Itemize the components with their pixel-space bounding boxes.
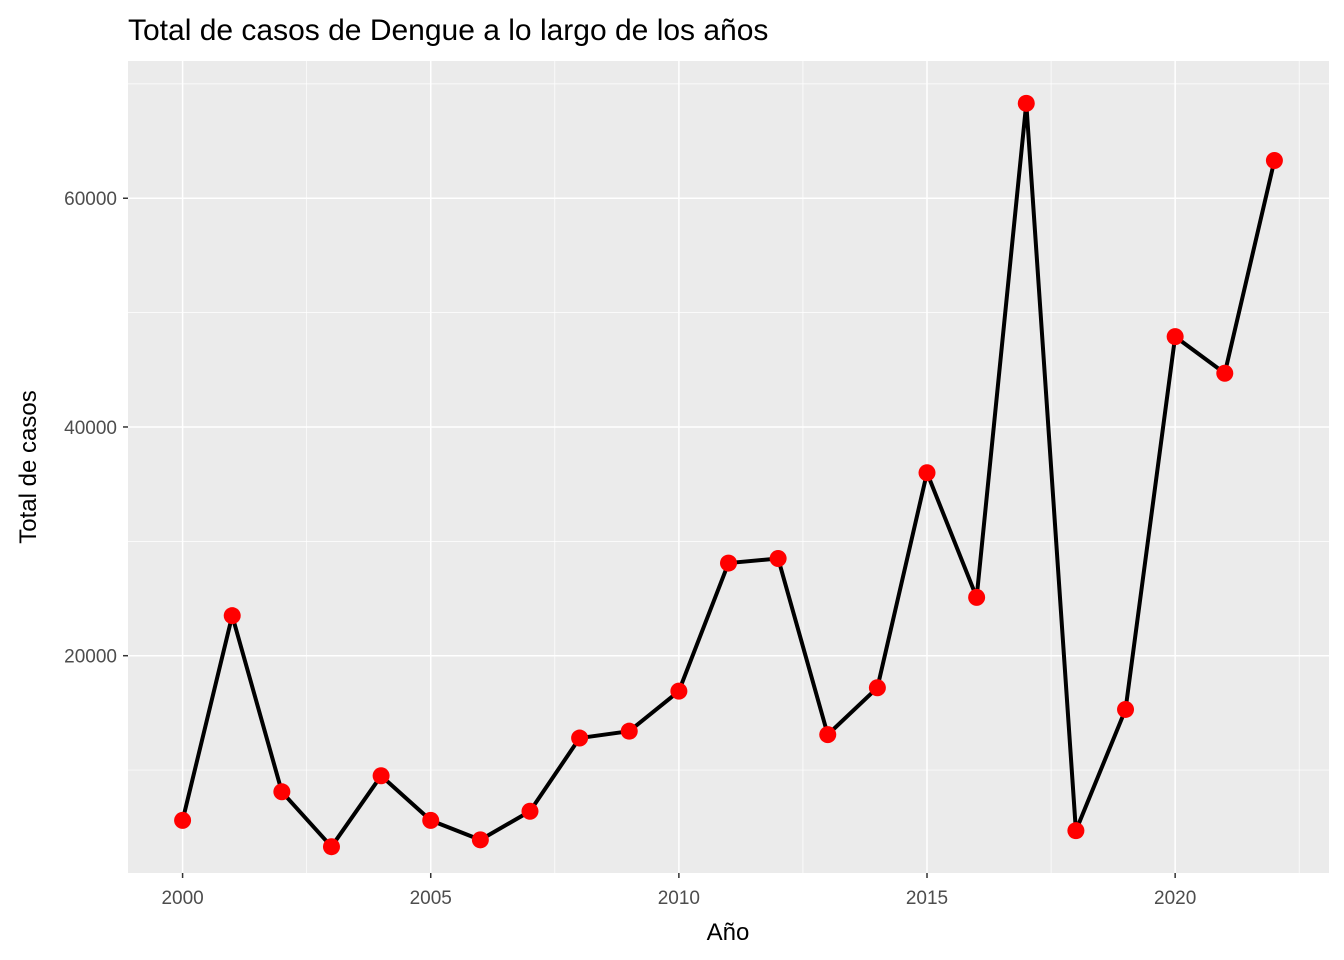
data-point [918, 464, 936, 482]
y-tick-label: 20000 [64, 647, 117, 668]
data-point [1216, 364, 1234, 382]
y-tick-label: 60000 [64, 189, 117, 210]
data-point [1265, 151, 1283, 169]
data-point [372, 767, 390, 785]
plot-panel [128, 61, 1329, 873]
data-point [571, 729, 589, 747]
data-point [273, 783, 291, 801]
data-point [174, 811, 192, 829]
data-point [471, 831, 489, 849]
data-point [670, 682, 688, 700]
data-point [422, 811, 440, 829]
x-tick-label: 2010 [658, 888, 700, 909]
data-point [521, 802, 539, 820]
data-point [1067, 822, 1085, 840]
data-point [968, 588, 986, 606]
data-point [1117, 700, 1135, 718]
y-axis-title: Total de casos [15, 390, 42, 543]
data-point [720, 554, 737, 572]
data-point [322, 838, 340, 856]
data-point [1017, 94, 1035, 112]
x-tick-label: 2015 [906, 888, 948, 909]
data-point [620, 722, 638, 740]
data-point [223, 607, 241, 625]
x-axis: 2000 2005 2010 2015 2020 [161, 873, 1196, 909]
chart-title: Total de casos de Dengue a lo largo de l… [128, 14, 768, 47]
data-point [769, 549, 787, 567]
x-tick-label: 2020 [1154, 888, 1196, 909]
data-point [868, 679, 886, 697]
x-tick-label: 2005 [410, 888, 452, 909]
data-point [1166, 328, 1184, 346]
data-point [819, 726, 837, 744]
series-layer [174, 94, 1283, 856]
y-axis: 20000 40000 60000 [64, 189, 128, 668]
minor-gridlines [128, 61, 1329, 873]
y-tick-label: 40000 [64, 418, 117, 439]
x-tick-label: 2000 [161, 888, 203, 909]
x-axis-title: Año [707, 919, 750, 946]
